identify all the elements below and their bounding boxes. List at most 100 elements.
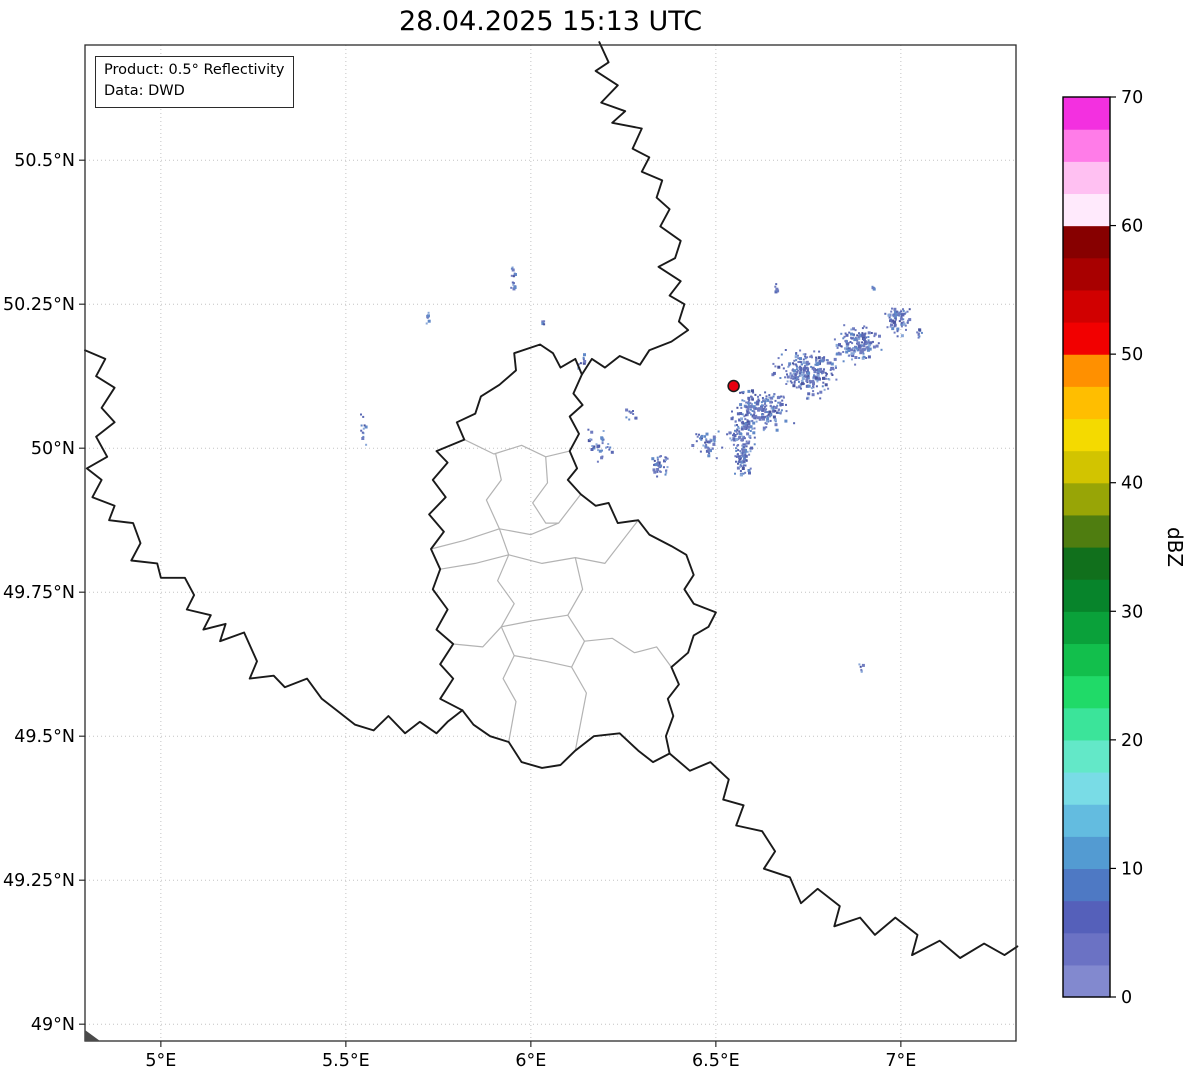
radar-echo-pixel (732, 443, 735, 446)
admin-border-line (500, 626, 517, 743)
radar-echo-pixel (774, 365, 777, 368)
radar-echo-pixel (862, 352, 865, 355)
radar-echo-pixel (897, 312, 901, 316)
radar-echo-pixel (730, 417, 734, 421)
radar-echo-pixel (819, 367, 823, 371)
radar-echo-pixel (749, 420, 752, 423)
radar-echo-pixel (715, 457, 718, 460)
radar-echo-pixel (747, 469, 751, 472)
radar-echo-pixel (752, 391, 755, 394)
radar-echo-pixel (708, 452, 711, 455)
radar-echo-pixel (736, 444, 739, 447)
radar-echo-pixel (705, 449, 709, 453)
radar-echo-pixel (810, 387, 813, 390)
radar-echo-pixel (810, 354, 813, 357)
radar-echo-pixel (835, 378, 838, 381)
radar-echo-pixel (904, 311, 907, 314)
annotation-product-line: Product: 0.5° Reflectivity (104, 62, 285, 78)
radar-echo-pixel (800, 371, 803, 374)
radar-echo-pixel (777, 412, 780, 414)
radar-echo-pixel (750, 413, 752, 416)
radar-echo-pixel (889, 319, 893, 323)
admin-border-line (501, 614, 568, 628)
radar-echo-pixel (510, 286, 513, 289)
radar-echo-pixel (653, 470, 657, 474)
radar-echo-pixel (734, 455, 737, 458)
radar-echo-pixel (908, 318, 912, 322)
radar-echo-pixel (774, 423, 778, 427)
radar-echo-pixel (843, 324, 846, 327)
radar-echo-pixel (790, 374, 794, 378)
radar-echo-pixel (871, 287, 874, 290)
radar-echo-pixel (728, 431, 732, 435)
radar-echo-pixel (823, 388, 826, 391)
radar-echo-pixel (844, 347, 846, 350)
radar-echo-pixel (757, 395, 759, 398)
colorbar-tick-label: 0 (1121, 988, 1132, 1008)
radar-echo-pixel (747, 405, 750, 408)
radar-echo-pixel (607, 443, 610, 445)
radar-echo-pixel (541, 322, 545, 326)
radar-echo-pixel (751, 427, 754, 430)
radar-echo-pixel (749, 425, 753, 429)
radar-echo-pixel (918, 335, 921, 338)
radar-echo-pixel (889, 325, 892, 328)
radar-echo-pixel (772, 362, 775, 365)
radar-echo-pixel (856, 349, 859, 352)
radar-echo-pixel (712, 437, 716, 441)
radar-echo-pixel (851, 358, 853, 361)
radar-echo-pixel (821, 385, 824, 388)
radar-echo-pixel (707, 447, 711, 451)
radar-echo-pixel (803, 366, 806, 369)
radar-echo-pixel (817, 369, 821, 373)
colorbar-segment (1063, 804, 1110, 837)
radar-echo-pixel (704, 445, 707, 448)
radar-echo-pixel (664, 459, 667, 461)
radar-echo-pixel (592, 445, 596, 449)
radar-echo-layer (360, 266, 923, 673)
radar-echo-pixel (753, 411, 756, 414)
radar-site (727, 379, 740, 393)
radar-echo-pixel (794, 376, 798, 380)
radar-echo-pixel (753, 413, 755, 416)
radar-echo-pixel (822, 376, 825, 380)
radar-echo-pixel (862, 348, 866, 352)
radar-echo-pixel (832, 366, 835, 369)
y-tick-label: 49.75°N (3, 583, 75, 603)
radar-echo-pixel (798, 380, 800, 383)
radar-echo-pixel (790, 377, 793, 380)
radar-echo-pixel (859, 333, 863, 337)
radar-echo-pixel (866, 345, 870, 349)
radar-echo-pixel (543, 320, 546, 323)
radar-echo-pixel (709, 449, 712, 453)
radar-echo-pixel (653, 463, 655, 466)
radar-echo-pixel (737, 462, 739, 465)
radar-echo-pixel (893, 310, 897, 314)
radar-echo-pixel (903, 312, 906, 315)
radar-echo-pixel (735, 424, 738, 426)
radar-echo-pixel (772, 371, 776, 375)
x-tick-label: 6.5°E (692, 1051, 740, 1071)
radar-echo-pixel (746, 432, 750, 436)
radar-echo-pixel (741, 435, 744, 438)
radar-echo-pixel (808, 379, 811, 382)
radar-echo-pixel (760, 401, 763, 404)
radar-echo-pixel (712, 442, 716, 446)
radar-echo-pixel (776, 289, 780, 293)
radar-echo-pixel (819, 390, 823, 394)
radar-echo-pixel (872, 340, 874, 343)
radar-echo-pixel (362, 435, 365, 438)
radar-echo-pixel (890, 310, 893, 313)
radar-echo-pixel (810, 380, 814, 384)
radar-echo-pixel (852, 327, 855, 331)
radar-echo-pixel (600, 456, 604, 460)
radar-echo-pixel (818, 377, 821, 381)
radar-echo-pixel (583, 353, 586, 357)
radar-echo-pixel (696, 435, 699, 438)
radar-echo-pixel (828, 378, 831, 381)
radar-echo-pixel (786, 380, 789, 383)
colorbar-segment (1063, 418, 1110, 452)
radar-echo-pixel (809, 381, 812, 384)
radar-echo-pixel (739, 450, 742, 453)
radar-echo-pixel (601, 442, 604, 445)
